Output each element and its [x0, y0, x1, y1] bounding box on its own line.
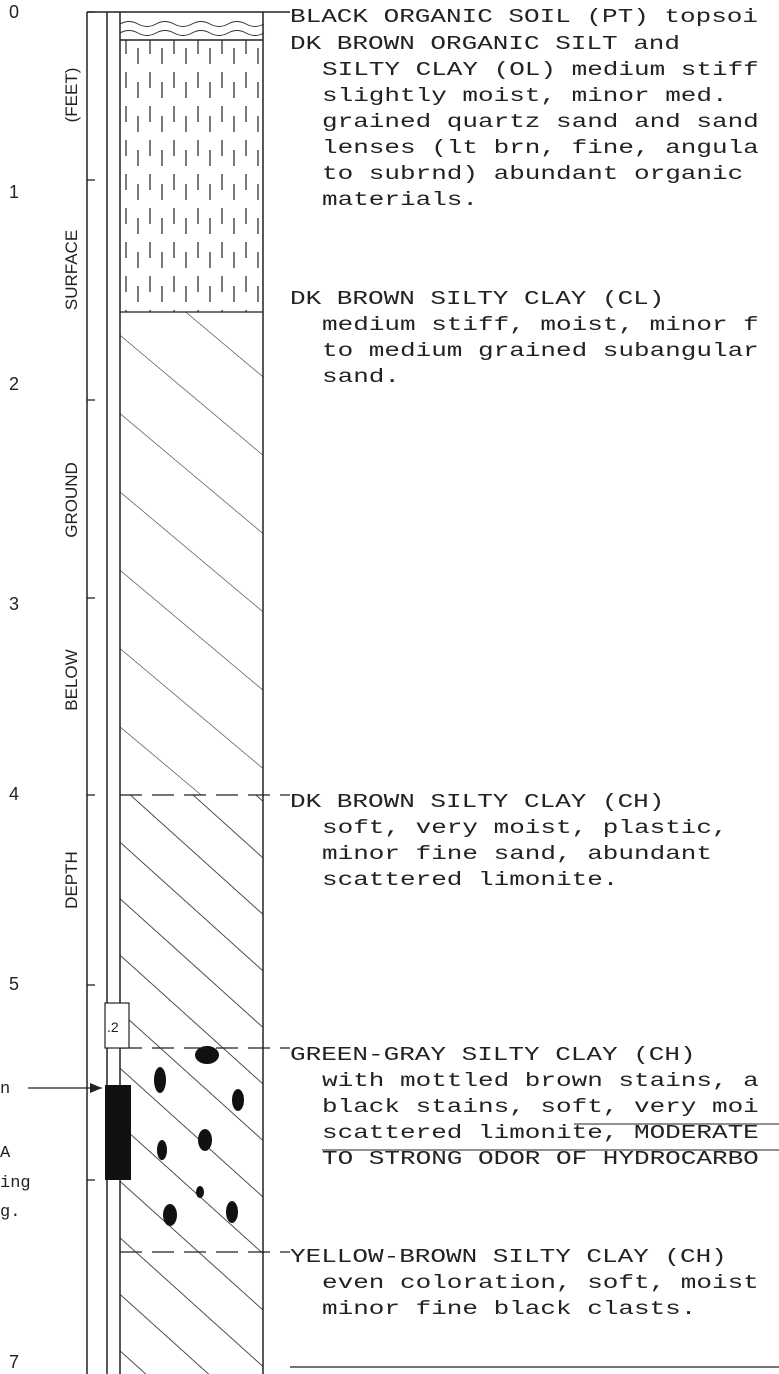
layer-line: scattered limonite, MODERATE	[322, 1122, 759, 1144]
layer-line: to subrnd) abundant organic	[322, 163, 743, 185]
layer-line: slightly moist, minor med.	[322, 85, 728, 107]
axis-word: DEPTH	[62, 851, 81, 909]
side-note: n	[0, 1080, 10, 1099]
layer-line: grained quartz sand and sand	[322, 111, 759, 133]
layer-line: even coloration, soft, moist	[322, 1272, 759, 1294]
layer-line: minor fine sand, abundant	[322, 843, 712, 865]
sample-label: .2	[107, 1019, 119, 1035]
layer-line: materials.	[322, 189, 478, 211]
layer-line: TO STRONG ODOR OF HYDROCARBO	[322, 1148, 759, 1170]
layer-line: to medium grained subangular	[322, 340, 759, 362]
layer-line: SILTY CLAY (OL) medium stiff	[322, 59, 759, 81]
depth-label: 1	[9, 182, 19, 202]
side-note: A	[0, 1144, 11, 1163]
layer-line: scattered limonite.	[322, 869, 618, 891]
side-note: g.	[0, 1203, 20, 1222]
layer-line: lenses (lt brn, fine, angula	[322, 137, 759, 159]
column	[28, 11, 779, 1374]
depth-label: 5	[9, 974, 19, 994]
axis-word: SURFACE	[62, 230, 81, 310]
axis-word: (FEET)	[62, 68, 81, 123]
depth-label: 3	[9, 594, 19, 614]
layer-line: with mottled brown stains, a	[322, 1070, 759, 1092]
layer-line: sand.	[322, 366, 400, 388]
layer-line: minor fine black clasts.	[322, 1298, 696, 1320]
layer-heading: GREEN-GRAY SILTY CLAY (CH)	[290, 1044, 696, 1066]
axis-word: GROUND	[62, 462, 81, 538]
layer-heading: YELLOW-BROWN SILTY CLAY (CH)	[290, 1246, 727, 1268]
depth-label: 2	[9, 374, 19, 394]
layer-line: black stains, soft, very moi	[322, 1096, 759, 1118]
layer-line: soft, very moist, plastic,	[322, 817, 728, 839]
axis-word: BELOW	[62, 649, 81, 710]
layer-heading: DK BROWN SILTY CLAY (CL)	[290, 288, 664, 310]
side-note: ing	[0, 1174, 31, 1193]
layer-heading: DK BROWN SILTY CLAY (CH)	[290, 791, 664, 813]
layer-heading: DK BROWN ORGANIC SILT and	[290, 33, 680, 55]
depth-label: 0	[9, 2, 19, 22]
depth-label: 7	[9, 1352, 19, 1372]
depth-label: 4	[9, 784, 19, 804]
layer-line: medium stiff, moist, minor f	[322, 314, 759, 336]
layer-heading: BLACK ORGANIC SOIL (PT) topsoi	[290, 6, 758, 28]
